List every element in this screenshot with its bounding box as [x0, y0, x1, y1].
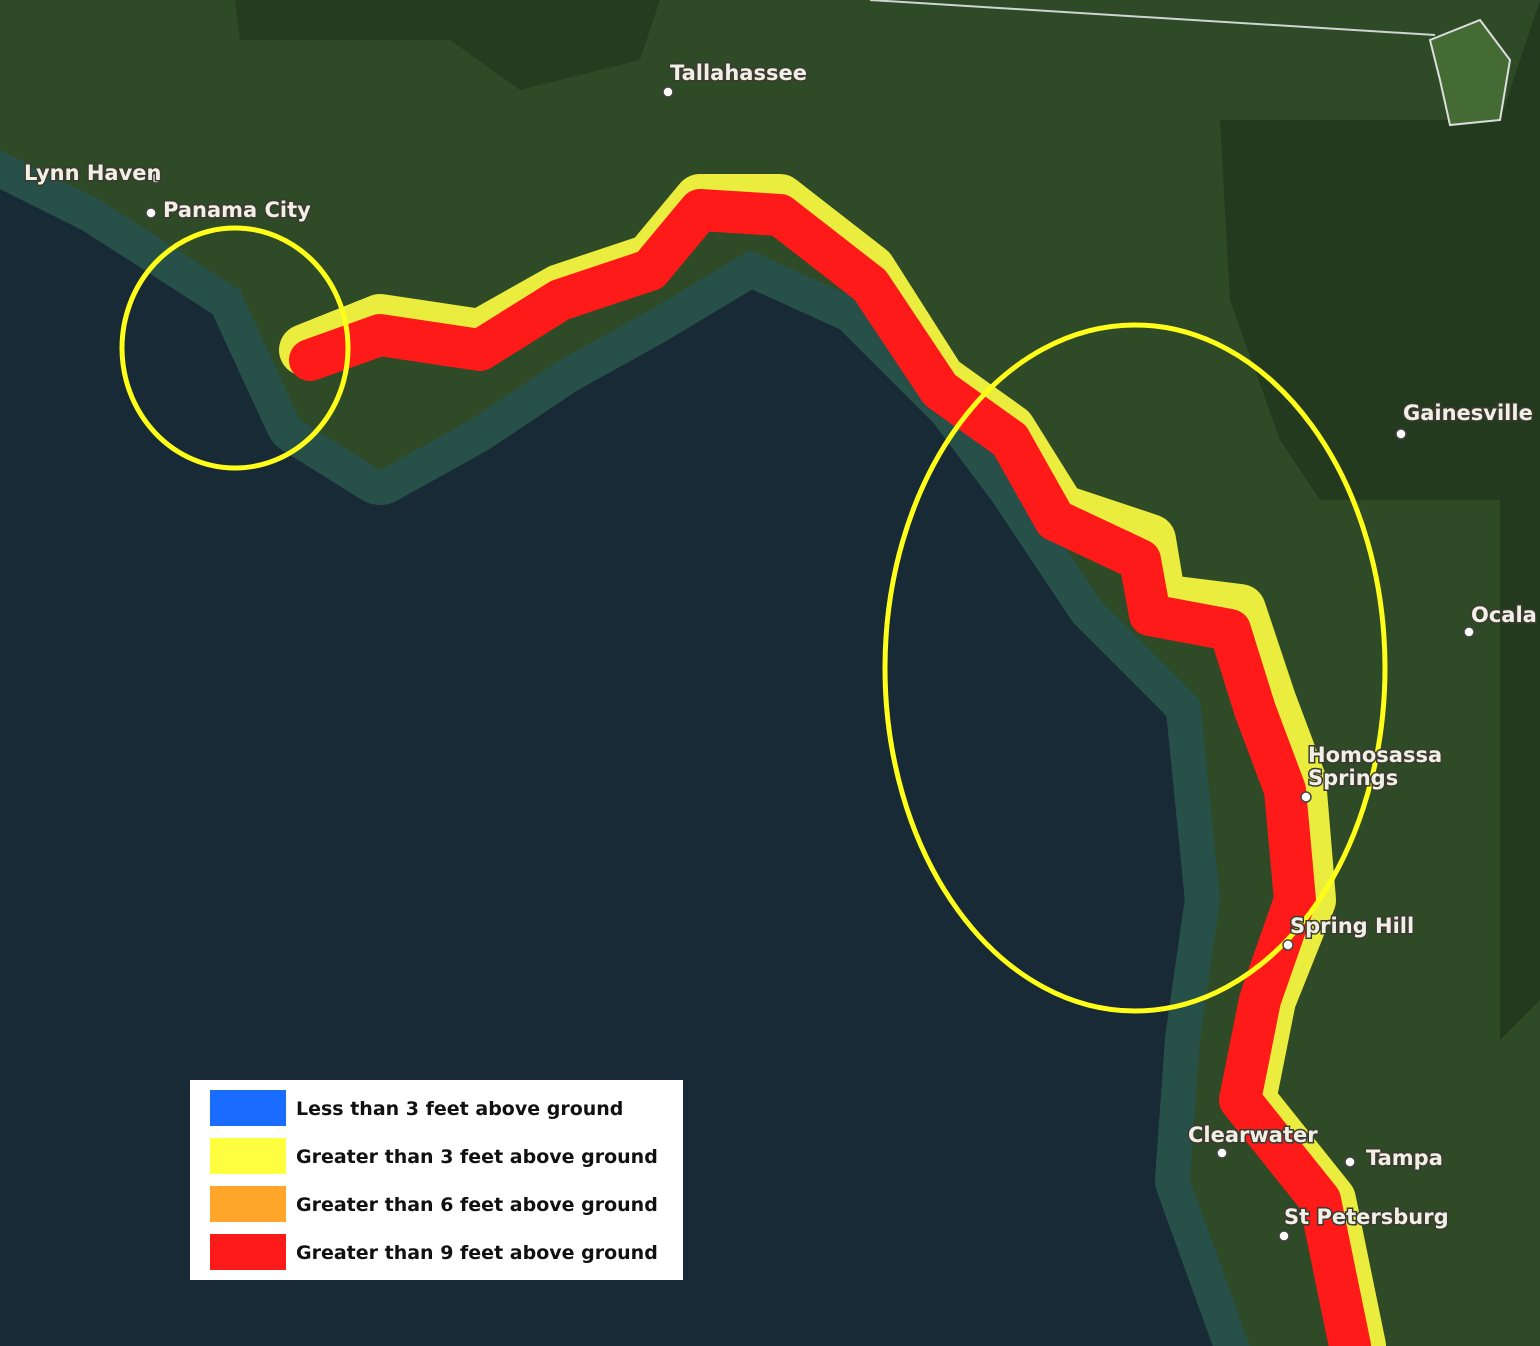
- legend-label: Greater than 3 feet above ground: [296, 1146, 658, 1168]
- city-label: Tallahassee: [670, 61, 807, 85]
- city-dot: [1344, 1156, 1356, 1168]
- city-label: Spring Hill: [1290, 914, 1414, 938]
- legend-label: Less than 3 feet above ground: [296, 1098, 623, 1120]
- city-dot: [1278, 1230, 1290, 1242]
- legend-swatch: [210, 1234, 286, 1270]
- city-dot: [662, 86, 674, 98]
- city-label: Clearwater: [1188, 1123, 1318, 1147]
- city-label: Lynn Haven: [24, 161, 161, 185]
- city-label: Gainesville: [1403, 401, 1533, 425]
- city-dot: [1216, 1147, 1228, 1159]
- city-dot: [145, 207, 157, 219]
- land-shade: [235, 0, 660, 90]
- legend-label: Greater than 6 feet above ground: [296, 1194, 658, 1216]
- state-line: [869, 0, 1436, 36]
- city-label: St Petersburg: [1284, 1205, 1449, 1229]
- city-dot: [1282, 939, 1294, 951]
- legend-swatch: [210, 1090, 286, 1126]
- city-dot: [1395, 428, 1407, 440]
- flood-zone: [289, 189, 1371, 1346]
- city-dot: [1300, 791, 1312, 803]
- land-patch: [1428, 18, 1512, 127]
- legend-swatch: [210, 1186, 286, 1222]
- city-dot: [1463, 626, 1475, 638]
- city-dot: [150, 172, 162, 184]
- city-label: Ocala: [1471, 603, 1537, 627]
- city-label: Panama City: [163, 198, 311, 222]
- city-label: Homosassa Springs: [1308, 743, 1442, 790]
- legend-label: Greater than 9 feet above ground: [296, 1242, 658, 1264]
- land-shade: [1220, 0, 1540, 1040]
- highlight-ellipse: [882, 322, 1388, 1014]
- highlight-ellipse: [119, 225, 351, 471]
- city-label: Tampa: [1366, 1146, 1443, 1170]
- legend-swatch: [210, 1138, 286, 1174]
